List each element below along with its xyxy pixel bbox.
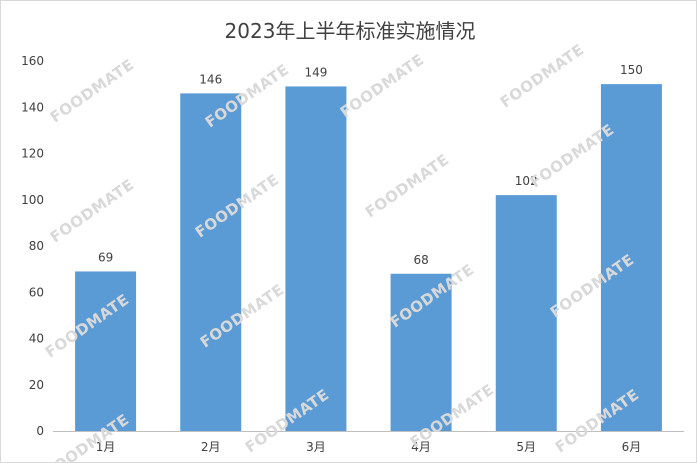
bar-6 — [600, 84, 662, 432]
data-label-1: 69 — [98, 250, 113, 264]
y-tick-label-8: 160 — [21, 54, 44, 68]
bar-1 — [75, 271, 137, 431]
x-tick-label-1: 1月 — [96, 440, 116, 454]
x-tick-label-6: 6月 — [622, 440, 642, 454]
axes: 0 20 40 60 80 100 120 140 160 1月 2月 3月 4月 5月 6月 — [21, 54, 684, 454]
y-tick-label-5: 100 — [21, 193, 44, 207]
bar-2 — [180, 93, 242, 432]
data-label-3: 149 — [304, 65, 327, 79]
y-tick-label-4: 80 — [29, 239, 44, 253]
chart-title: 2023年上半年标准实施情况 — [225, 19, 476, 43]
bar-4 — [390, 273, 452, 431]
bar-3 — [285, 86, 347, 431]
x-tick-label-3: 3月 — [306, 440, 326, 454]
y-tick-label-3: 60 — [29, 285, 44, 299]
y-tick-label-1: 20 — [29, 378, 44, 392]
x-tick-label-2: 2月 — [201, 440, 221, 454]
data-label-4: 68 — [413, 253, 428, 267]
y-tick-label-6: 120 — [21, 147, 44, 161]
bar-5 — [495, 195, 557, 431]
data-label-2: 146 — [199, 72, 222, 86]
x-tick-label-4: 4月 — [411, 440, 431, 454]
y-tick-label-7: 140 — [21, 100, 44, 114]
data-label-6: 150 — [620, 63, 643, 77]
y-tick-label-2: 40 — [29, 332, 44, 346]
data-label-5: 102 — [515, 174, 538, 188]
bars-layer: 69 146 149 68 102 150 — [75, 63, 662, 432]
x-tick-label-5: 5月 — [516, 440, 536, 454]
y-tick-label-0: 0 — [36, 424, 44, 438]
